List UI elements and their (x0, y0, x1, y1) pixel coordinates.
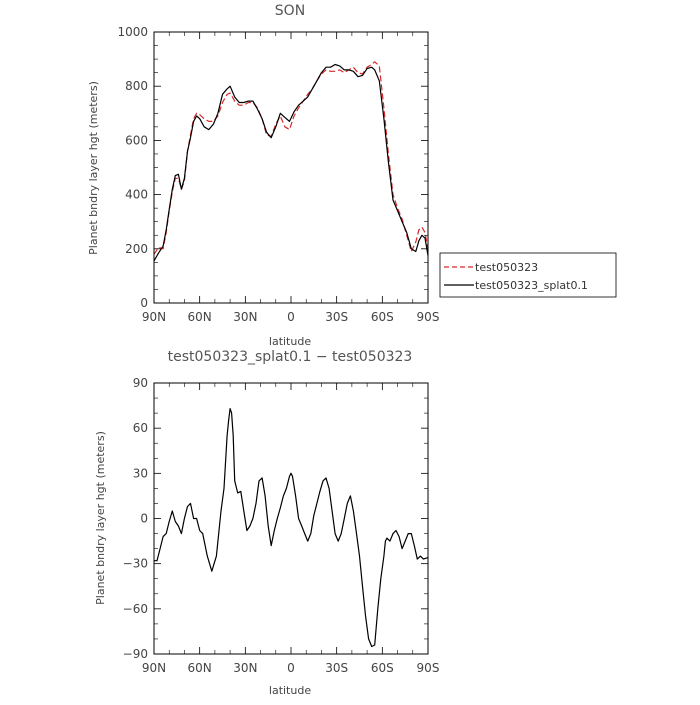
series-line-test050323-splat0-1 (153, 63, 429, 262)
x-tick-label: 60N (188, 310, 212, 324)
y-tick-label: 600 (125, 133, 148, 147)
x-tick-label: 0 (287, 310, 295, 324)
top-panel-series (153, 61, 429, 262)
y-tick-label: 0 (140, 296, 148, 310)
bottom-panel-xlabel: latitude (269, 684, 311, 697)
x-tick-label: 60S (371, 661, 394, 675)
bottom-panel-series (154, 408, 429, 648)
legend: test050323 test050323_splat0.1 (439, 252, 617, 298)
y-tick-label: 60 (133, 421, 148, 435)
top-panel-frame (153, 31, 429, 304)
y-tick-label: 30 (133, 466, 148, 480)
top-panel-axes: 90N 60N 30N 0 30S 60S 90S 0 200 400 600 800 1000 (117, 25, 439, 324)
x-tick-label: 90S (417, 661, 440, 675)
x-tick-label: 90N (142, 310, 166, 324)
y-tick-label: −60 (123, 602, 148, 616)
legend-label-test050323: test050323 (475, 261, 538, 274)
x-tick-label: 0 (287, 661, 295, 675)
legend-label-splat: test050323_splat0.1 (475, 279, 588, 292)
x-tick-label: 90S (417, 310, 440, 324)
x-tick-label: 60S (371, 310, 394, 324)
bottom-panel-axes: 90N 60N 30N 0 30S 60S 90S −90 −60 −30 0 30 60 90 (123, 376, 440, 675)
x-tick-label: 30N (233, 310, 257, 324)
bottom-panel-ylabel: Planet bndry layer hgt (meters) (94, 431, 107, 605)
top-panel-title: SON (275, 3, 305, 19)
series-line-test050323 (153, 61, 429, 255)
x-tick-label: 30S (325, 310, 348, 324)
bottom-panel: test050323_splat0.1 − test050323 90N 60N 3… (94, 349, 439, 697)
y-tick-label: 90 (133, 376, 148, 390)
y-tick-label: 200 (125, 242, 148, 256)
top-panel: SON 90N 60N 30N 0 30S 60S 90S 0 200 400 600 800 1000… (87, 3, 439, 348)
y-tick-label: 0 (140, 512, 148, 526)
bottom-panel-frame (153, 382, 429, 655)
y-tick-label: 1000 (117, 25, 148, 39)
bottom-panel-title: test050323_splat0.1 − test050323 (168, 349, 413, 365)
series-line-difference-0 (154, 408, 429, 648)
y-tick-label: −90 (123, 647, 148, 661)
x-tick-label: 60N (188, 661, 212, 675)
y-tick-label: 800 (125, 79, 148, 93)
top-panel-xlabel: latitude (269, 335, 311, 348)
legend-box (439, 252, 617, 298)
y-tick-label: −30 (123, 557, 148, 571)
x-tick-label: 30N (233, 661, 257, 675)
top-panel-ylabel: Planet bndry layer hgt (meters) (87, 81, 100, 255)
x-tick-label: 90N (142, 661, 166, 675)
y-tick-label: 400 (125, 188, 148, 202)
x-tick-label: 30S (325, 661, 348, 675)
